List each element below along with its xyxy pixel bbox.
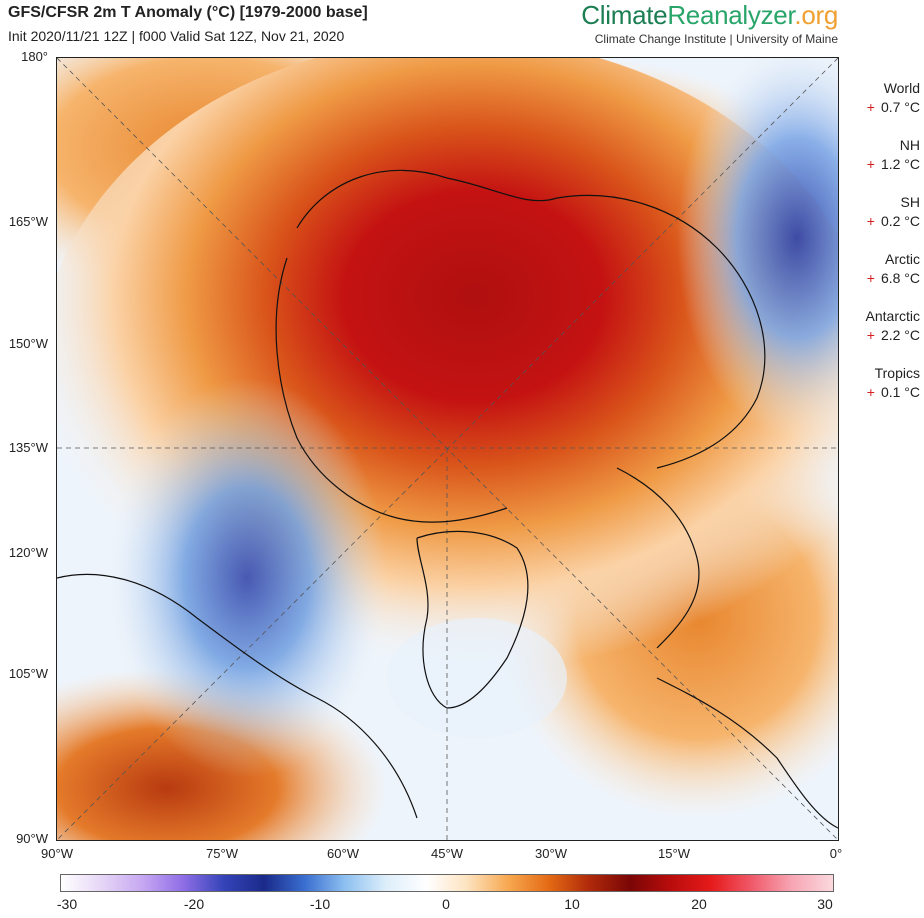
page-subtitle: Init 2020/11/21 12Z | f000 Valid Sat 12Z…	[8, 28, 345, 44]
colorbar-tick: -20	[183, 896, 205, 912]
axis-label-165w: 165°W	[8, 214, 48, 229]
stat-sh-value: +0.2 °C	[848, 213, 920, 229]
axis-label-135w: 135°W	[8, 440, 48, 455]
axis-label-15w: 15°W	[658, 846, 690, 861]
stat-antarctic: Antarctic +2.2 °C	[848, 308, 920, 343]
axis-label-120w: 120°W	[8, 545, 48, 560]
page-title: GFS/CFSR 2m T Anomaly (°C) [1979-2000 ba…	[8, 4, 368, 21]
stat-nh-value: +1.2 °C	[848, 156, 920, 172]
anomaly-map-svg	[57, 58, 838, 840]
stat-nh-name: NH	[899, 137, 920, 153]
plus-icon: +	[866, 213, 875, 229]
stat-tropics-number: 0.1 °C	[880, 384, 920, 400]
axis-label-105w: 105°W	[8, 666, 48, 681]
stat-tropics: Tropics +0.1 °C	[848, 365, 920, 400]
plus-icon: +	[866, 99, 875, 115]
stat-sh: SH +0.2 °C	[848, 194, 920, 229]
colorbar-tick: 30	[817, 896, 833, 912]
stat-nh-number: 1.2 °C	[880, 156, 920, 172]
axis-label-0: 0°	[829, 846, 843, 861]
stat-tropics-value: +0.1 °C	[848, 384, 920, 400]
stat-arctic: Arctic +6.8 °C	[848, 251, 920, 286]
colorbar-tick: -30	[56, 896, 78, 912]
colorbar-tick: 10	[564, 896, 580, 912]
anomaly-map	[56, 57, 839, 841]
plus-icon: +	[866, 327, 875, 343]
plus-icon: +	[866, 384, 875, 400]
stat-nh: NH +1.2 °C	[848, 137, 920, 172]
russia-cold-anomaly	[677, 58, 838, 438]
brand-part-3: .org	[794, 0, 838, 30]
axis-label-90w-left: 90°W	[16, 831, 48, 846]
coastlines	[57, 169, 838, 829]
stat-sh-name: SH	[900, 194, 920, 210]
stat-arctic-number: 6.8 °C	[880, 270, 920, 286]
brand-part-2: Reanalyzer	[667, 0, 795, 30]
colorbar	[60, 874, 834, 892]
brand-logo[interactable]: ClimateReanalyzer.org	[581, 0, 838, 31]
colorbar-tick: -10	[309, 896, 331, 912]
stat-antarctic-value: +2.2 °C	[848, 327, 920, 343]
stat-antarctic-name: Antarctic	[865, 308, 920, 324]
axis-label-60w: 60°W	[327, 846, 359, 861]
axis-label-30w: 30°W	[535, 846, 567, 861]
stat-arctic-name: Arctic	[885, 251, 920, 267]
axis-label-75w: 75°W	[206, 846, 238, 861]
anomaly-stats-panel: World +0.7 °C NH +1.2 °C SH +0.2 °C Arct…	[848, 80, 920, 422]
axis-label-150w: 150°W	[8, 336, 48, 351]
axis-label-45w: 45°W	[431, 846, 463, 861]
plus-icon: +	[866, 270, 875, 286]
stat-world-value: +0.7 °C	[848, 99, 920, 115]
stat-world-number: 0.7 °C	[880, 99, 920, 115]
colorbar-tick: 0	[442, 896, 450, 912]
colorbar-tick: 20	[691, 896, 707, 912]
stat-world-name: World	[883, 80, 920, 96]
stat-antarctic-number: 2.2 °C	[880, 327, 920, 343]
stat-tropics-name: Tropics	[874, 365, 920, 381]
axis-label-90w-bottom: 90°W	[41, 846, 73, 861]
axis-label-180: 180°	[21, 49, 48, 64]
stat-sh-number: 0.2 °C	[880, 213, 920, 229]
plus-icon: +	[866, 156, 875, 172]
north-america-cold-anomaly	[107, 378, 387, 778]
north-atlantic-neutral	[387, 618, 567, 738]
stat-arctic-value: +6.8 °C	[848, 270, 920, 286]
brand-part-1: Climate	[581, 0, 668, 30]
brand-subline: Climate Change Institute | University of…	[594, 32, 838, 46]
stat-world: World +0.7 °C	[848, 80, 920, 115]
